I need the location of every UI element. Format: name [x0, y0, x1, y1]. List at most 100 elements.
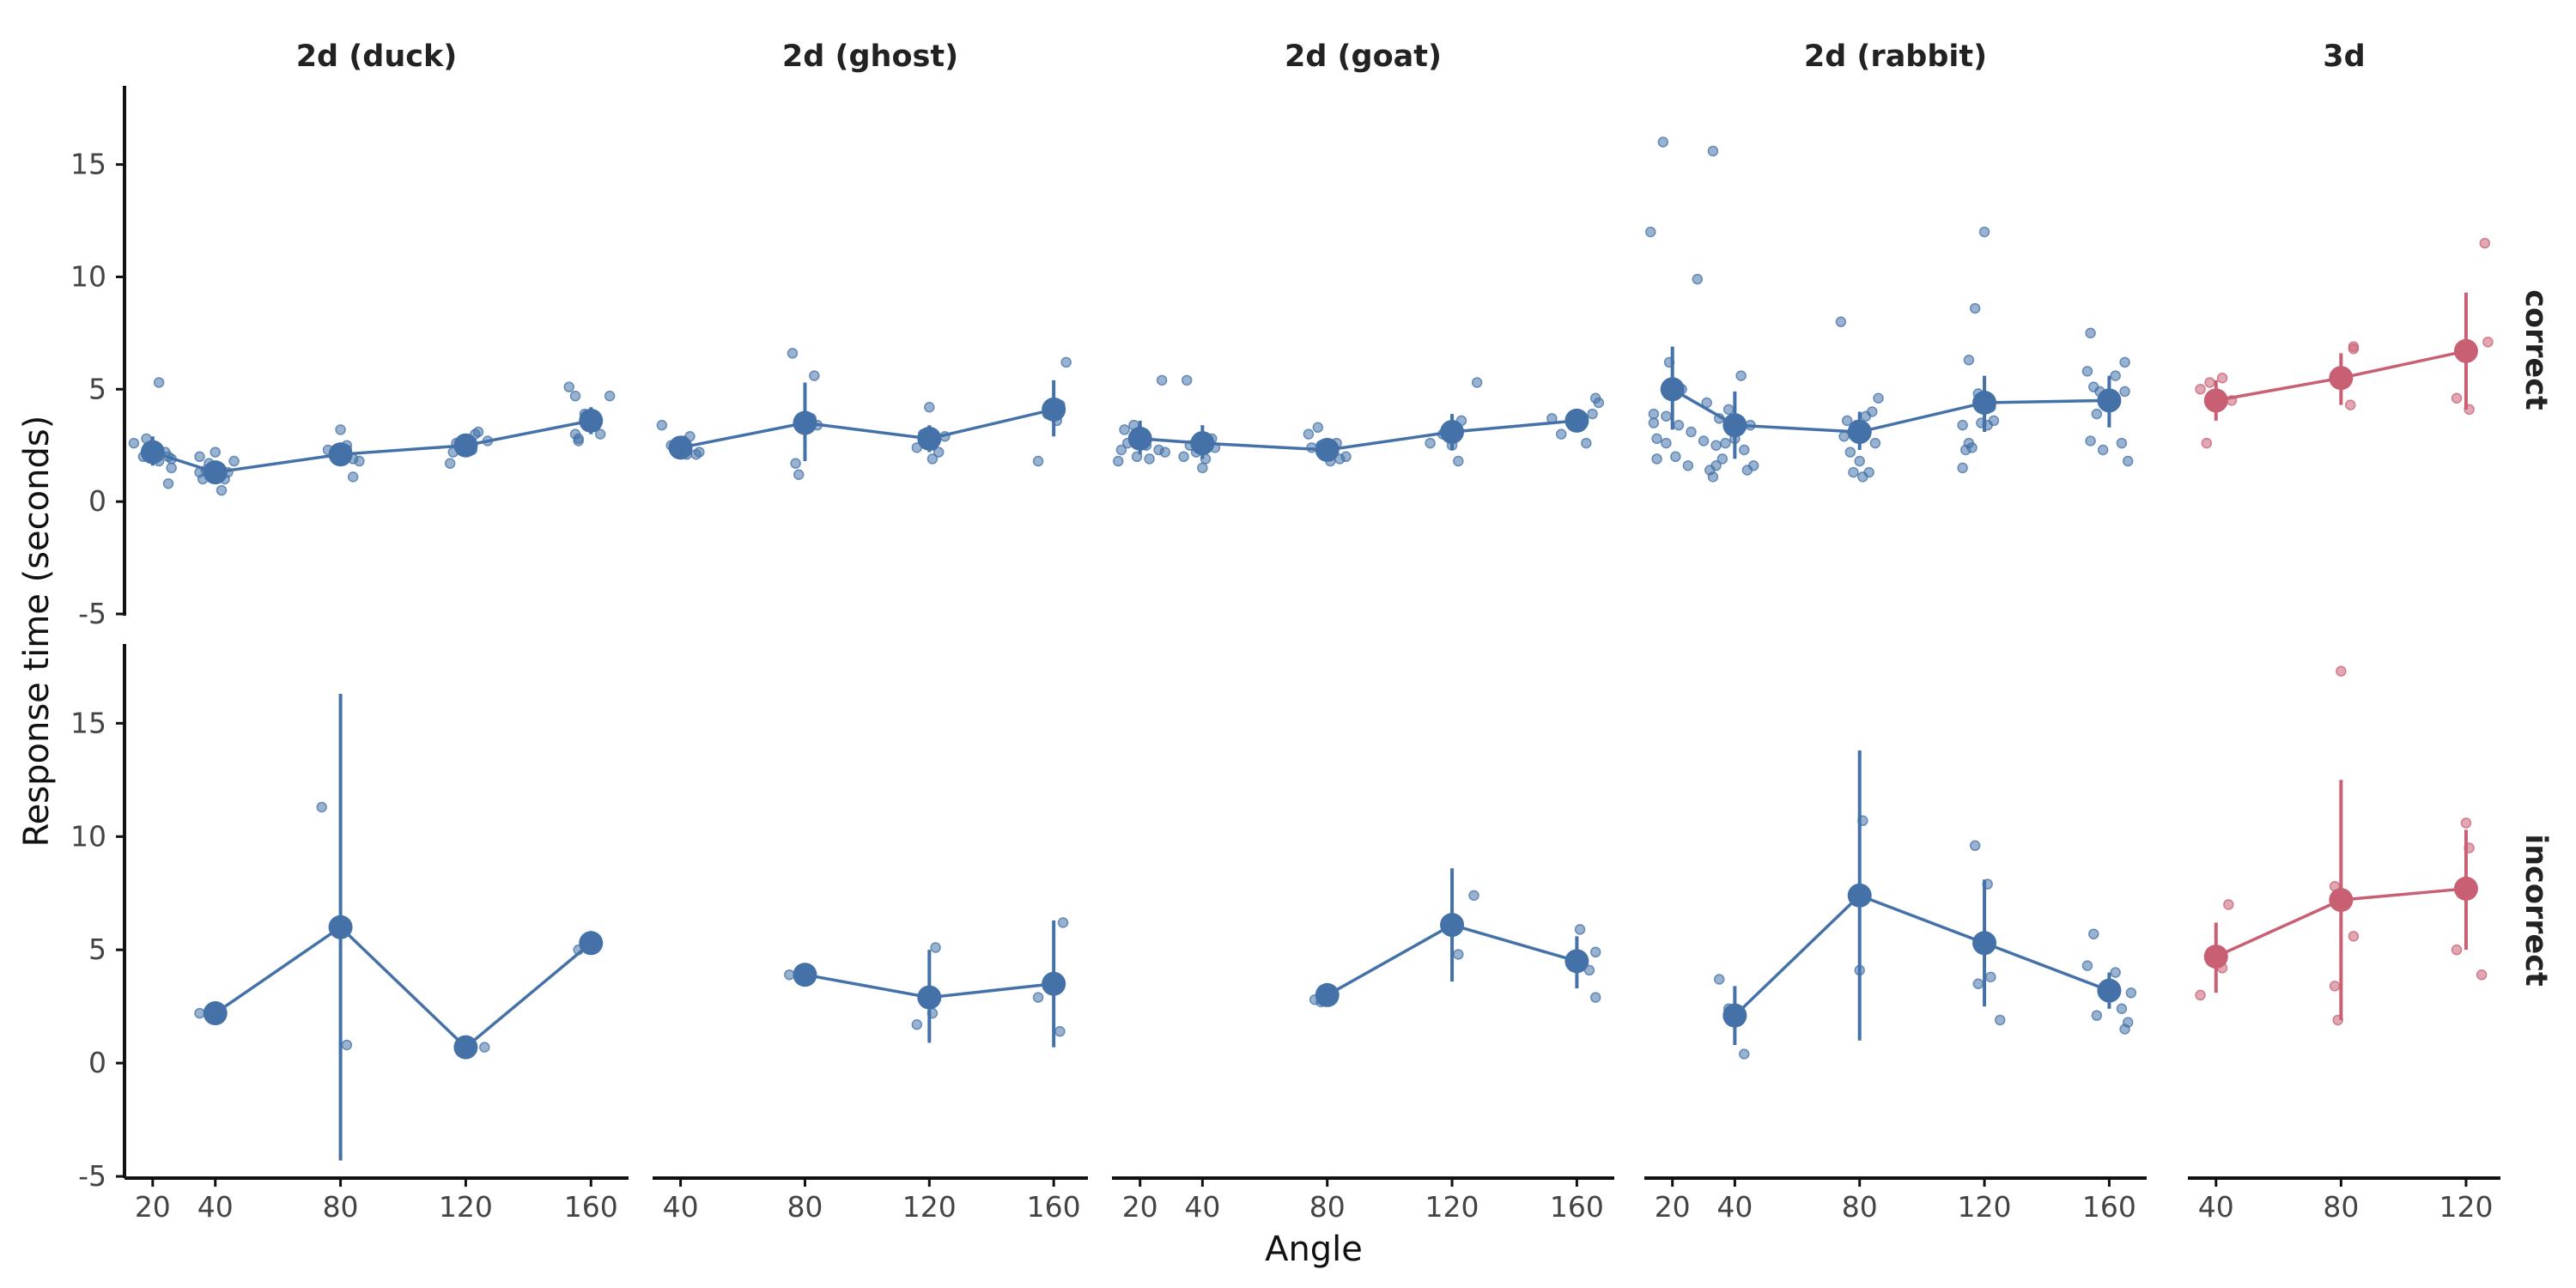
x-tick-label: 160 — [2082, 1190, 2136, 1224]
raw-data-point — [930, 942, 941, 953]
raw-data-point — [1453, 455, 1464, 467]
raw-data-point — [2476, 969, 2488, 981]
mean-point — [1440, 913, 1465, 938]
raw-data-point — [2116, 1003, 2128, 1015]
raw-data-point — [911, 1018, 923, 1030]
raw-data-point — [1661, 410, 1672, 422]
raw-data-point — [1156, 374, 1168, 386]
raw-data-point — [1854, 455, 1865, 467]
raw-data-point — [1673, 419, 1685, 431]
mean-point — [1315, 982, 1340, 1007]
raw-data-point — [784, 969, 795, 981]
y-tick-label: 5 — [88, 933, 106, 966]
raw-data-point — [1060, 356, 1072, 368]
mean-point — [328, 914, 353, 939]
raw-data-point — [563, 381, 574, 392]
raw-data-point — [1713, 974, 1725, 985]
raw-data-point — [2116, 437, 2128, 449]
x-tick-label: 40 — [2198, 1190, 2234, 1224]
raw-data-point — [1710, 440, 1722, 451]
panel-title: 2d (goat) — [1285, 39, 1442, 74]
raw-data-point — [335, 424, 346, 435]
raw-data-point — [1032, 455, 1044, 467]
raw-data-point — [1735, 370, 1747, 381]
mean-point — [140, 440, 165, 465]
mean-point — [1847, 883, 1872, 908]
mean-point — [2453, 876, 2478, 901]
x-tick-label: 40 — [197, 1190, 234, 1224]
raw-data-point — [2119, 386, 2130, 398]
raw-data-point — [162, 477, 174, 489]
raw-data-point — [1722, 404, 1735, 416]
y-tick-label: 10 — [70, 819, 106, 853]
raw-data-point — [1057, 917, 1069, 928]
raw-data-point — [2110, 967, 2121, 978]
row-strip-title-correct: correct — [2518, 289, 2553, 410]
mean-point — [1042, 971, 1066, 996]
raw-data-point — [2348, 931, 2360, 942]
raw-data-point — [694, 447, 705, 458]
raw-data-point — [472, 426, 484, 438]
mean-point — [1127, 426, 1152, 451]
mean-point — [203, 460, 228, 485]
x-tick-label: 160 — [1027, 1190, 1081, 1224]
raw-data-point — [1303, 428, 1315, 440]
mean-point — [453, 1035, 478, 1060]
raw-data-point — [2216, 372, 2228, 384]
raw-data-point — [2125, 987, 2137, 999]
raw-data-point — [1707, 471, 1719, 483]
raw-data-point — [1054, 1025, 1066, 1037]
raw-data-point — [1657, 137, 1669, 148]
raw-data-point — [2110, 370, 2121, 381]
raw-data-point — [594, 428, 606, 440]
raw-data-point — [1589, 992, 1601, 1003]
raw-data-point — [2451, 392, 2463, 404]
raw-data-point — [1645, 226, 1656, 238]
y-tick-label: 0 — [88, 484, 106, 518]
raw-data-point — [354, 455, 365, 467]
x-tick-label: 120 — [1958, 1190, 2012, 1224]
mean-point — [1315, 437, 1340, 462]
mean-point — [1972, 391, 1997, 415]
raw-data-point — [166, 462, 177, 474]
raw-data-point — [2091, 1010, 2103, 1021]
raw-data-point — [1963, 355, 1975, 366]
raw-data-point — [1841, 415, 1853, 427]
raw-data-point — [927, 453, 939, 465]
raw-data-point — [1978, 226, 1990, 238]
raw-data-point — [1994, 1014, 2006, 1026]
raw-data-point — [1969, 302, 1981, 314]
raw-data-point — [1835, 316, 1847, 328]
raw-data-point — [2204, 377, 2215, 388]
mean-point — [328, 442, 353, 467]
x-tick-label: 20 — [1655, 1190, 1691, 1224]
mean-point — [2203, 388, 2228, 413]
raw-data-point — [1739, 444, 1750, 456]
x-tick-label: 40 — [663, 1190, 699, 1224]
raw-data-point — [1848, 466, 1859, 478]
raw-data-point — [1648, 417, 1660, 428]
raw-data-point — [1651, 453, 1662, 465]
mean-point — [579, 408, 604, 433]
raw-data-point — [194, 1007, 205, 1019]
mean-point — [1042, 397, 1066, 422]
raw-data-point — [1425, 437, 1436, 449]
raw-data-point — [656, 419, 668, 431]
raw-data-point — [1682, 460, 1694, 471]
raw-data-point — [1866, 406, 1878, 417]
raw-data-point — [1838, 431, 1850, 442]
mean-point — [668, 435, 693, 460]
raw-data-point — [1178, 451, 1189, 463]
mean-point — [2097, 388, 2122, 413]
raw-data-point — [1747, 460, 1759, 471]
mean-point — [1440, 420, 1465, 445]
raw-data-point — [2195, 384, 2206, 395]
raw-data-point — [809, 370, 820, 381]
raw-data-point — [1988, 415, 2000, 427]
raw-data-point — [2460, 817, 2472, 829]
raw-data-point — [479, 1042, 490, 1053]
mean-point — [1564, 408, 1589, 433]
x-tick-label: 120 — [439, 1190, 493, 1224]
mean-point — [2329, 366, 2354, 391]
